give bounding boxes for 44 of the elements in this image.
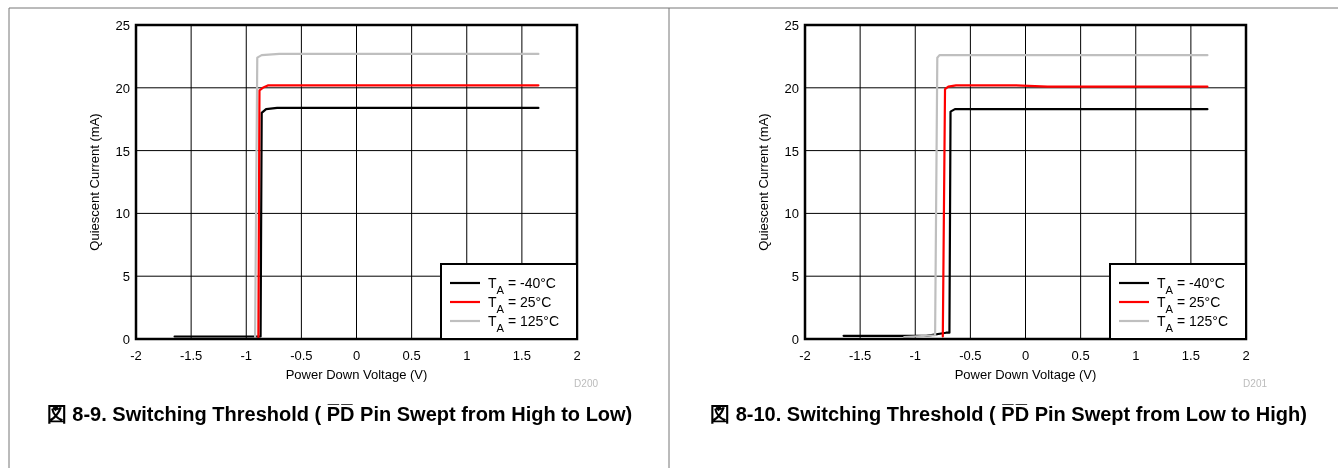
x-tick-label: 0 [352, 348, 361, 363]
y-tick-label: 0 [791, 332, 799, 347]
legend-label: T$_{A}$ = -40°C [1157, 275, 1225, 296]
y-tick-label: 10 [115, 206, 130, 222]
legend-label: T$_{A}$ = 25°C [488, 294, 552, 315]
x-tick-label: 2 [1242, 348, 1250, 363]
x-tick-label: 1.5 [512, 348, 531, 363]
y-tick-label: 25 [784, 18, 799, 33]
y-axis-title: Quiescent Current (mA) [756, 113, 771, 251]
legend-label: T$_{A}$ = 125°C [488, 313, 560, 334]
x-tick-label: -0.5 [290, 348, 313, 363]
x-axis-title: Power Down Voltage (V) [285, 367, 428, 382]
y-tick-label: 5 [791, 269, 799, 285]
x-tick-label: 1 [1132, 348, 1140, 363]
y-tick-label: 15 [784, 143, 799, 159]
x-tick-label: -2 [799, 348, 811, 363]
y-tick-label: 10 [784, 206, 799, 222]
y-axis-title: Quiescent Current (mA) [87, 113, 102, 251]
x-tick-label: -2 [130, 348, 142, 363]
x-tick-label: 1.5 [1181, 348, 1200, 363]
y-tick-label: 0 [122, 332, 130, 347]
x-tick-label: 0 [1021, 348, 1030, 363]
text: D201 [1243, 378, 1268, 389]
text: 図 8-9. Switching Threshold ( P̅D̅ Pin Swept from High to Low) [46, 403, 633, 425]
x-tick-label: 2 [573, 348, 581, 363]
legend-label: T$_{A}$ = -40°C [488, 275, 556, 296]
y-tick-label: 5 [122, 269, 130, 285]
x-tick-label: 0.5 [402, 348, 421, 363]
x-tick-label: -0.5 [959, 348, 982, 363]
legend-label: T$_{A}$ = 125°C [1157, 313, 1229, 334]
x-tick-label: -1 [240, 348, 253, 363]
x-tick-label: -1 [909, 348, 922, 363]
x-axis-title: Power Down Voltage (V) [954, 367, 1097, 382]
x-tick-label: -1.5 [179, 348, 203, 363]
y-tick-label: 20 [115, 80, 130, 96]
legend-label: T$_{A}$ = 25°C [1157, 294, 1221, 315]
x-tick-label: 0.5 [1071, 348, 1090, 363]
y-tick-label: 15 [115, 143, 130, 159]
text: 図 8-10. Switching Threshold ( P̅D̅ Pin Swept from Low to High) [710, 403, 1307, 425]
y-tick-label: 20 [784, 80, 799, 96]
x-tick-label: 1 [463, 348, 471, 363]
y-tick-label: 25 [115, 18, 130, 33]
text: D200 [574, 378, 599, 389]
x-tick-label: -1.5 [848, 348, 872, 363]
